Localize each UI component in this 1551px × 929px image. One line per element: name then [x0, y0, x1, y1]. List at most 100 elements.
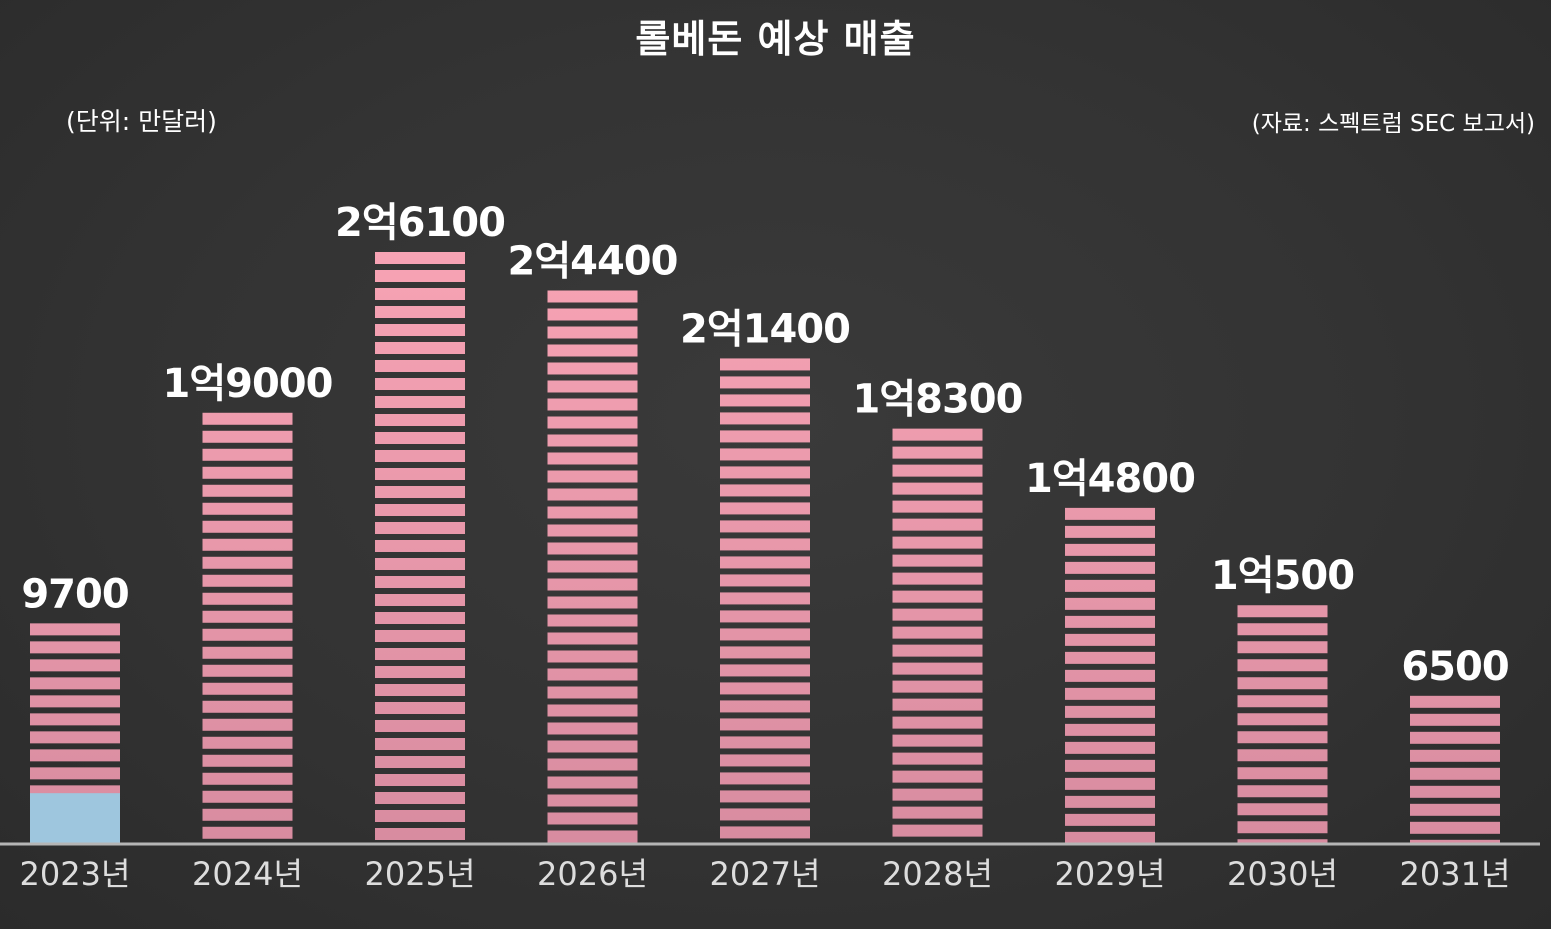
bar-stripe	[720, 394, 810, 407]
bar-stripe	[547, 812, 638, 825]
bar-stripe	[30, 731, 120, 744]
bar-stripe	[720, 592, 810, 605]
bar-stripe	[202, 556, 293, 569]
bar-stripe	[375, 342, 465, 354]
bar-stripe	[375, 684, 465, 696]
bar-stripe	[1410, 749, 1500, 762]
bar-stripe	[375, 486, 465, 498]
bar-stripe	[547, 668, 638, 681]
bar-stripe	[1237, 749, 1328, 762]
bar-stripe	[1237, 605, 1328, 618]
bar-stripe	[1237, 641, 1328, 654]
bar-stripe	[892, 464, 983, 477]
bar-stripe	[892, 716, 983, 729]
bar-stripe	[1237, 623, 1328, 636]
bar-stripe	[547, 722, 638, 735]
bar-stripe	[1237, 803, 1328, 816]
bar-stripe	[720, 556, 810, 569]
bar-stripe	[202, 628, 293, 641]
value-label: 2억4400	[508, 238, 678, 284]
bar-2026년: 2억4400 2026년	[508, 238, 679, 893]
bar-stripe	[202, 484, 293, 497]
bar-stripe	[892, 500, 983, 513]
bar-stripe	[892, 644, 983, 657]
bar-stripe	[720, 790, 810, 803]
value-label: 6500	[1401, 644, 1508, 690]
bar-stripe	[547, 470, 638, 483]
bar-2025년: 2억6100 2025년	[335, 200, 506, 893]
value-label: 1억8300	[853, 377, 1023, 423]
bar-stripe	[720, 412, 810, 425]
bar-stripe	[1065, 651, 1155, 664]
bar-stripe	[547, 524, 638, 537]
bar-stripe	[1065, 687, 1155, 700]
bar-stripe	[375, 630, 465, 642]
bar-stripe	[375, 306, 465, 318]
bar-stripe	[30, 695, 120, 708]
bar-stripe	[202, 664, 293, 677]
bar-stripe	[547, 578, 638, 591]
bar-stripe	[375, 432, 465, 444]
bar-stripe	[547, 686, 638, 699]
bar-stripe	[30, 713, 120, 726]
bar-stripe	[1065, 795, 1155, 808]
bar-stripe	[1237, 839, 1328, 843]
bar-stripe	[1065, 561, 1155, 574]
bar-2024년: 1억9000 2024년	[163, 361, 334, 893]
bar-stripe	[202, 790, 293, 803]
bar-stripe	[1237, 785, 1328, 798]
value-label: 1억500	[1211, 553, 1354, 599]
value-label: 1억9000	[163, 361, 333, 407]
bar-2030년: 1억500 2030년	[1211, 553, 1355, 893]
bar-stripe	[720, 448, 810, 461]
bar-stripe	[720, 574, 810, 587]
bar-stripe	[892, 428, 983, 441]
bar-stripe	[375, 576, 465, 588]
bar-stripe	[547, 308, 638, 321]
value-label: 9700	[21, 571, 128, 617]
bar-stripe	[892, 626, 983, 639]
bar-stripe	[720, 628, 810, 641]
bar-stripe	[1410, 767, 1500, 780]
bar-stripe	[547, 434, 638, 447]
bar-stripe	[547, 380, 638, 393]
bar-stripe	[375, 756, 465, 768]
bar-stripe	[202, 826, 293, 839]
bar-stripe	[375, 666, 465, 678]
bar-stripe	[1237, 821, 1328, 834]
value-label: 2억6100	[335, 200, 505, 246]
bar-stripe	[375, 504, 465, 516]
bar-stripe	[375, 378, 465, 390]
bar-stripe	[547, 758, 638, 771]
bar-stripe	[720, 610, 810, 623]
bar-stripe	[1065, 777, 1155, 790]
bar-stripe	[892, 788, 983, 801]
bar-2029년: 1억4800 2029년	[1025, 456, 1196, 893]
bar-stripe	[720, 466, 810, 479]
bar-stripe	[30, 623, 120, 636]
bar-stripe	[547, 290, 638, 303]
bar-stripe	[202, 754, 293, 767]
bar-stripe	[202, 772, 293, 785]
bar-stripe	[720, 538, 810, 551]
bar-stripe	[1237, 713, 1328, 726]
bar-stripe	[375, 558, 465, 570]
bar-stripe	[375, 540, 465, 552]
bar-stripe	[892, 482, 983, 495]
bar-stripe	[720, 754, 810, 767]
bar-stripe	[892, 446, 983, 459]
bar-stripe	[1237, 731, 1328, 744]
bar-stripe	[202, 592, 293, 605]
bar-stripe	[892, 554, 983, 567]
bar-stripe	[202, 646, 293, 659]
x-tick-label: 2031년	[1400, 855, 1511, 893]
bar-stripe	[375, 450, 465, 462]
bar-stripe	[547, 398, 638, 411]
bar-stripe	[1065, 525, 1155, 538]
bar-stripe	[375, 810, 465, 822]
bar-stripe	[375, 360, 465, 372]
bar-stripe	[547, 542, 638, 555]
bar-stripe	[375, 270, 465, 282]
bar-stripe	[1065, 579, 1155, 592]
bar-stripe	[892, 662, 983, 675]
